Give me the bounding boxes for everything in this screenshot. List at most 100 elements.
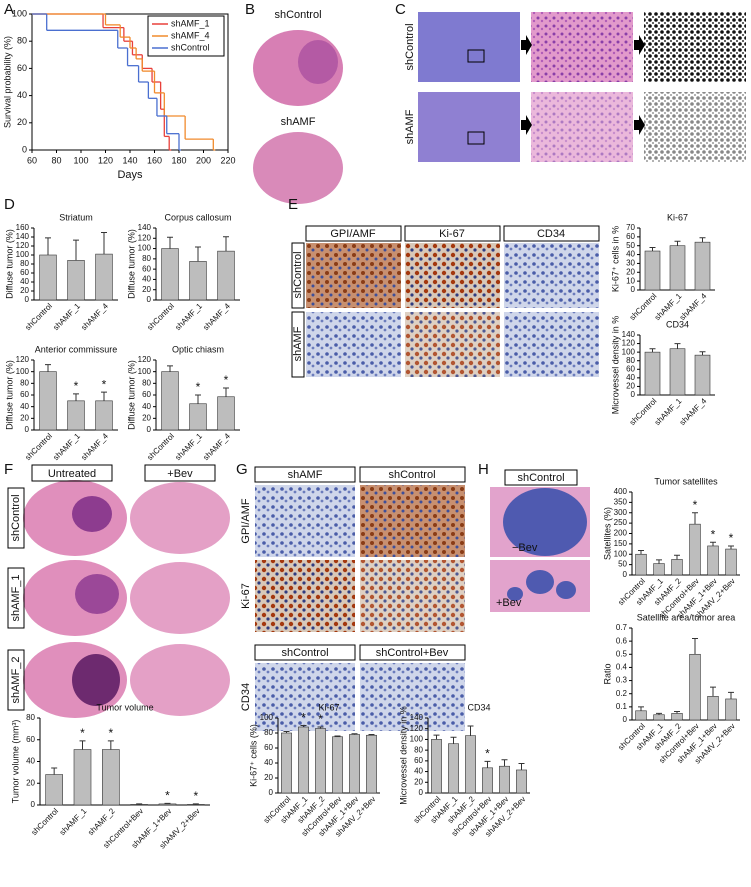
bar (482, 767, 493, 794)
x-tick-label: 80 (51, 155, 61, 165)
y-tick-label: 100 (260, 713, 274, 722)
error-bar (450, 736, 457, 744)
bar (431, 739, 442, 794)
ihc-image (255, 560, 355, 632)
y-tick-label: 80 (17, 36, 27, 46)
error-bar (674, 554, 680, 560)
significance: * (693, 498, 698, 512)
error-bar (334, 735, 341, 737)
x-tick-label: shAMF_1 (173, 301, 204, 332)
y-tick-label: 80 (142, 254, 151, 263)
y-tick-label: 160 (16, 223, 30, 232)
y-tick-label: 100 (614, 549, 628, 558)
brain-image (253, 132, 343, 204)
image-layer (23, 12, 746, 731)
y-tick-label: 40 (26, 757, 35, 766)
inset-box (467, 49, 485, 63)
y-tick-label: 40 (414, 767, 423, 776)
row-label: CD34 (240, 683, 252, 711)
bar (102, 749, 120, 806)
header-box (359, 466, 466, 483)
error-bar (728, 691, 734, 699)
bar (669, 245, 686, 291)
significance: * (165, 789, 170, 803)
row-label: Ki-67 (240, 583, 252, 609)
y-axis-label: Diffuse tumor (%) (4, 360, 14, 430)
header-box (305, 225, 402, 242)
bar (189, 403, 207, 431)
error-bar (674, 710, 680, 714)
tumor-region (72, 654, 120, 706)
y-tick-label: 140 (16, 232, 30, 241)
micro-image (531, 92, 633, 162)
header-box (254, 644, 356, 661)
error-bar (283, 731, 290, 733)
x-tick-label: shAMF_4 (678, 396, 709, 427)
bar (465, 735, 476, 794)
bar (707, 696, 719, 721)
error-bar (164, 802, 171, 804)
bar (644, 351, 661, 396)
error-bar (223, 236, 229, 252)
y-tick-label: 20 (142, 413, 151, 422)
chart-title: Tumor satellites (654, 476, 718, 486)
y-axis-label: Tumor volume (mm³) (10, 720, 20, 804)
column-label: +Bev (167, 468, 193, 480)
bar (448, 743, 459, 794)
bar (653, 714, 665, 721)
bar (161, 371, 179, 431)
panel-letter: D (4, 196, 15, 213)
significance: * (74, 379, 79, 393)
significance: * (318, 712, 323, 726)
x-tick-label: shAMF_1 (173, 431, 204, 462)
panel-letter: F (4, 461, 13, 478)
bar (725, 548, 737, 576)
row-label: GPI/AMF (240, 498, 252, 544)
error-bar (167, 365, 173, 372)
error-bar (167, 236, 173, 249)
ihc-image (255, 485, 355, 557)
ihc-image (360, 560, 465, 632)
error-bar (51, 767, 58, 775)
y-axis-label: Ki-67⁺ cells (%) (248, 724, 258, 787)
y-tick-label: 120 (16, 241, 30, 250)
y-axis-label: Survival probability (%) (2, 36, 12, 128)
y-tick-label: 60 (142, 390, 151, 399)
x-tick-label: shAMF_1 (58, 806, 89, 837)
y-tick-label: 60 (26, 735, 35, 744)
error-bar (107, 740, 114, 750)
x-axis-label: Days (117, 169, 143, 181)
tumor-region (72, 496, 112, 532)
y-axis-label: Ki-67⁺ cells in % (610, 226, 620, 292)
error-bar (649, 348, 656, 353)
y-tick-label: 20 (20, 286, 29, 295)
bar (298, 726, 309, 794)
y-tick-label: 50 (618, 560, 627, 569)
y-tick-label: 20 (20, 413, 29, 422)
x-tick-label: 100 (73, 155, 88, 165)
y-tick-label: 60 (17, 63, 27, 73)
ihc-image (504, 243, 599, 308)
y-tick-label: 0 (31, 800, 36, 809)
tumor-region (556, 581, 576, 599)
ihc-image (306, 312, 401, 377)
bar (644, 250, 661, 291)
significance: * (196, 380, 201, 394)
significance: * (80, 726, 85, 740)
x-tick-label: 200 (196, 155, 211, 165)
y-tick-label: 0.3 (616, 676, 628, 685)
panel-letter: E (288, 196, 298, 213)
x-tick-label: 60 (27, 155, 37, 165)
ihc-image (360, 485, 465, 557)
x-tick-label: shAMF_4 (79, 301, 110, 332)
bar (694, 241, 711, 291)
error-bar (73, 239, 79, 261)
x-tick-label: shAMF_4 (678, 291, 709, 322)
micro-image (644, 92, 746, 162)
y-tick-label: 80 (20, 378, 29, 387)
x-tick-label: shAMF_4 (201, 431, 232, 462)
header-box (144, 464, 216, 482)
header-box (254, 466, 356, 483)
bar (67, 400, 85, 431)
bar (707, 545, 719, 576)
